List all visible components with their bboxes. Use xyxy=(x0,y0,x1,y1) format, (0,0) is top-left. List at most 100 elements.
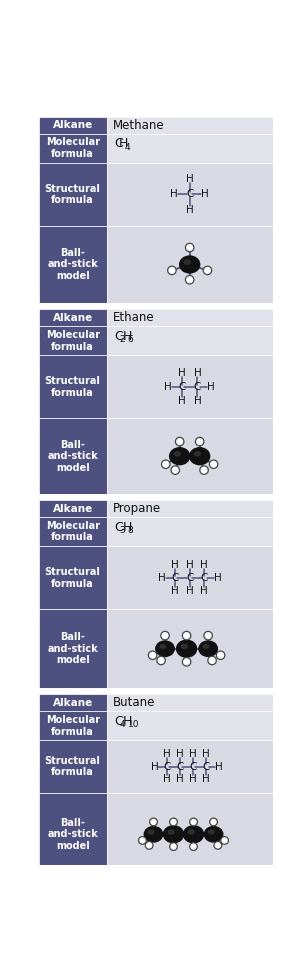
Circle shape xyxy=(145,842,153,850)
Text: Ball-
and-stick
model: Ball- and-stick model xyxy=(47,439,98,472)
Bar xyxy=(39,546,106,609)
Text: H: H xyxy=(171,190,178,199)
Text: H: H xyxy=(163,749,171,759)
Bar xyxy=(39,609,106,688)
Circle shape xyxy=(221,837,229,845)
Text: H: H xyxy=(189,774,197,783)
Text: C: C xyxy=(189,761,197,772)
Text: H: H xyxy=(200,586,208,596)
Circle shape xyxy=(161,460,170,469)
Text: H: H xyxy=(123,330,132,343)
Circle shape xyxy=(148,651,157,659)
Bar xyxy=(39,694,106,712)
Text: 3: 3 xyxy=(119,526,125,536)
Text: Methane: Methane xyxy=(113,119,164,131)
Circle shape xyxy=(210,818,217,826)
Ellipse shape xyxy=(184,260,190,264)
Bar xyxy=(39,117,106,133)
Bar xyxy=(106,419,273,494)
Text: Butane: Butane xyxy=(113,696,155,710)
Ellipse shape xyxy=(203,644,209,648)
Text: C: C xyxy=(114,715,123,728)
Text: Propane: Propane xyxy=(113,503,161,515)
Text: Alkane: Alkane xyxy=(53,698,93,708)
Text: Alkane: Alkane xyxy=(53,503,93,513)
Circle shape xyxy=(139,837,146,845)
Text: 4: 4 xyxy=(124,143,130,152)
Circle shape xyxy=(182,632,191,640)
Text: Molecular
formula: Molecular formula xyxy=(46,521,100,542)
Bar xyxy=(39,133,106,163)
Bar xyxy=(106,133,273,163)
Ellipse shape xyxy=(190,448,210,465)
Bar xyxy=(106,741,273,793)
Text: H: H xyxy=(202,749,210,759)
Text: 4: 4 xyxy=(119,720,125,729)
Ellipse shape xyxy=(194,452,200,456)
Circle shape xyxy=(182,658,191,666)
Ellipse shape xyxy=(204,826,223,842)
Bar xyxy=(106,793,273,876)
Bar xyxy=(106,517,273,546)
Text: H: H xyxy=(202,774,210,783)
Ellipse shape xyxy=(177,641,197,657)
Text: 8: 8 xyxy=(128,526,133,536)
Text: H: H xyxy=(171,560,179,570)
Circle shape xyxy=(204,632,212,640)
Ellipse shape xyxy=(156,641,174,656)
Circle shape xyxy=(214,842,222,850)
Text: H: H xyxy=(178,396,186,405)
Text: C: C xyxy=(178,382,186,392)
Text: H: H xyxy=(189,749,197,759)
Text: Ball-
and-stick
model: Ball- and-stick model xyxy=(47,817,98,850)
Circle shape xyxy=(170,843,177,850)
Bar xyxy=(106,356,273,419)
Text: H: H xyxy=(194,396,201,405)
Text: C: C xyxy=(114,137,123,151)
Text: H: H xyxy=(186,205,194,215)
Bar xyxy=(39,712,106,741)
Text: H: H xyxy=(194,368,201,378)
Text: Alkane: Alkane xyxy=(53,121,93,130)
Bar xyxy=(106,712,273,741)
Bar xyxy=(39,326,106,356)
Bar xyxy=(39,688,273,694)
Text: H: H xyxy=(213,573,221,583)
Text: Structural
formula: Structural formula xyxy=(45,184,101,205)
Text: C: C xyxy=(194,382,201,392)
Circle shape xyxy=(157,656,165,665)
Bar xyxy=(39,741,106,793)
Bar xyxy=(39,163,106,226)
Bar xyxy=(106,326,273,356)
Text: 10: 10 xyxy=(128,720,139,729)
Bar xyxy=(106,226,273,303)
Bar xyxy=(39,517,106,546)
Circle shape xyxy=(170,818,177,826)
Circle shape xyxy=(200,466,208,474)
Bar xyxy=(39,793,106,876)
Bar xyxy=(39,309,106,326)
Text: H: H xyxy=(215,761,223,772)
Ellipse shape xyxy=(180,256,200,273)
Text: C: C xyxy=(202,761,210,772)
Text: H: H xyxy=(207,382,215,392)
Text: H: H xyxy=(119,137,129,151)
Circle shape xyxy=(190,818,197,826)
Bar xyxy=(106,609,273,688)
Ellipse shape xyxy=(144,826,163,842)
Ellipse shape xyxy=(168,830,174,834)
Text: C: C xyxy=(163,761,171,772)
Ellipse shape xyxy=(148,830,154,834)
Text: C: C xyxy=(114,330,123,343)
Bar xyxy=(39,494,273,501)
Text: H: H xyxy=(171,586,179,596)
Text: H: H xyxy=(123,521,132,534)
Ellipse shape xyxy=(199,641,217,656)
Text: H: H xyxy=(176,749,184,759)
Text: H: H xyxy=(186,560,194,570)
Text: H: H xyxy=(178,368,186,378)
Bar xyxy=(39,303,273,309)
Ellipse shape xyxy=(209,830,214,834)
Text: C: C xyxy=(186,573,193,583)
Text: H: H xyxy=(186,174,194,184)
